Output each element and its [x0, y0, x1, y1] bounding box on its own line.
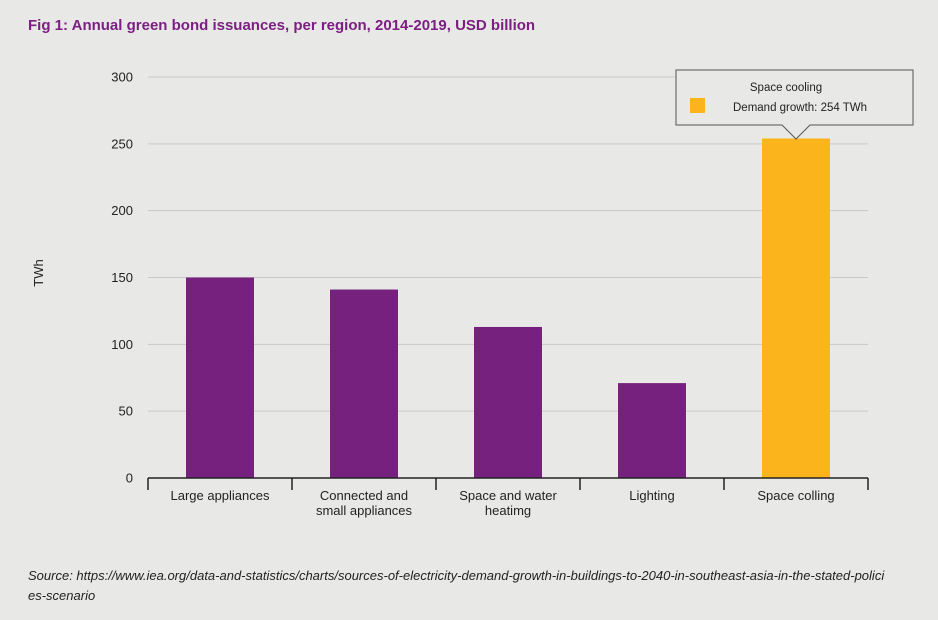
x-tick-label-line: small appliances [316, 503, 413, 518]
x-tick-label-line: Large appliances [170, 488, 270, 503]
y-tick-label: 0 [126, 471, 133, 486]
source-note: Source: https://www.iea.org/data-and-sta… [28, 568, 885, 603]
x-tick-label-line: Space colling [757, 488, 834, 503]
y-axis-label: TWh [31, 259, 46, 286]
x-tick-label: Space colling [757, 488, 834, 503]
tooltip-title: Space cooling [750, 82, 822, 94]
bar-chart: 0 50 100 150 200 250 300 TWh Large appliances C… [31, 69, 914, 518]
x-axis-tick-labels: Large appliances Connected and small appli… [170, 488, 834, 518]
y-tick-label: 100 [111, 337, 133, 352]
tooltip-box [675, 69, 914, 140]
bar [618, 383, 686, 478]
y-axis-ticks: 0 50 100 150 200 250 300 [111, 70, 133, 486]
bars [186, 138, 830, 478]
y-tick-label: 200 [111, 203, 133, 218]
bar [474, 326, 542, 478]
y-tick-label: 150 [111, 270, 133, 285]
y-tick-label: 250 [111, 136, 133, 151]
x-tick-label-line: Lighting [629, 488, 675, 503]
x-tick-label-line: Connected and [320, 488, 408, 503]
x-tick-label: Lighting [629, 488, 675, 503]
x-tick-label: Large appliances [170, 488, 270, 503]
bar [762, 138, 830, 478]
chart-title: Fig 1: Annual green bond issuances, per … [28, 17, 536, 34]
x-tick-label-line: heatimg [485, 503, 531, 518]
x-tick-label: Connected and small appliances [316, 488, 413, 518]
tooltip-legend-swatch [690, 98, 705, 113]
tooltip: Space cooling Demand growth: 254 TWh [675, 69, 914, 140]
bar [330, 289, 398, 478]
x-tick-label: Space and water heatimg [459, 488, 557, 518]
tooltip-value-label: Demand growth: 254 TWh [733, 102, 867, 114]
x-tick-label-line: Space and water [459, 488, 557, 503]
y-tick-label: 50 [119, 404, 133, 419]
x-axis [147, 477, 869, 490]
y-tick-label: 300 [111, 70, 133, 85]
bar [186, 277, 254, 478]
